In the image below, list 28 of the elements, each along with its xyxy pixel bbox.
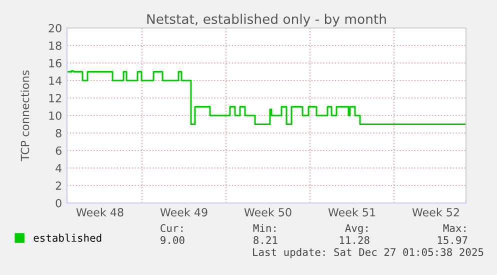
x-tick-label: Week 49	[160, 208, 208, 216]
x-tick-label: Week 50	[244, 208, 292, 216]
chart-title: Netstat, established only - by month	[147, 14, 386, 27]
y-tick-label: 14	[49, 76, 62, 85]
text: 11.28	[340, 236, 370, 244]
y-tick-label: 2	[56, 181, 62, 190]
text: 15.97	[438, 236, 468, 244]
y-tick-label: 12	[49, 94, 62, 102]
text: Min:	[253, 224, 276, 232]
text: Last update: Sat Dec 27 01:05:38 2025	[253, 248, 484, 258]
text: Cur:	[160, 224, 182, 232]
y-tick-label: 10	[49, 111, 62, 120]
y-axis-title: TCP connections	[20, 70, 30, 162]
y-tick-label: 0	[56, 198, 62, 208]
x-tick-label: Week 48	[76, 208, 124, 216]
y-tick-label: 6	[56, 146, 62, 155]
text: 9.00	[160, 236, 184, 244]
y-tick-label: 18	[49, 41, 62, 50]
x-tick-label: Week 52	[412, 208, 459, 216]
y-tick-label: 16	[49, 58, 62, 68]
x-tick-label: Week 51	[328, 208, 376, 216]
y-tick-label: 4	[56, 164, 62, 172]
text: 8.21	[254, 236, 278, 244]
y-tick-label: 20	[48, 24, 62, 32]
text: Avg:	[345, 224, 368, 234]
y-tick-label: 8	[56, 128, 62, 138]
text: Max:	[443, 224, 466, 232]
legend-label: established	[34, 234, 102, 242]
